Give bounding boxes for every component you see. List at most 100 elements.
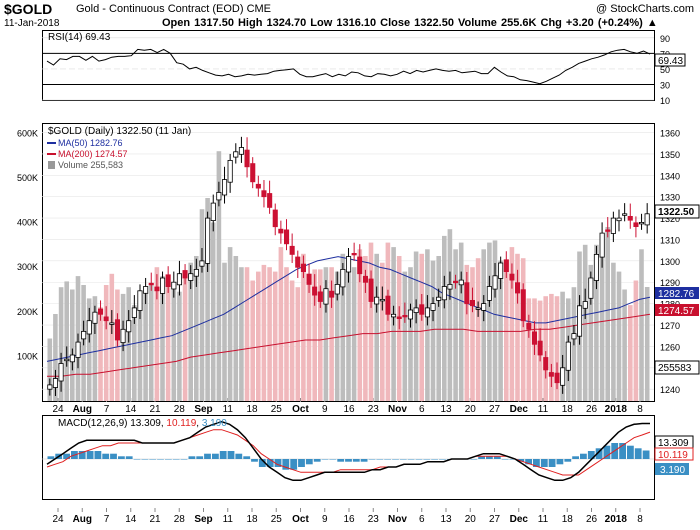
close-badge: 1322.50 bbox=[654, 204, 700, 219]
candlestick bbox=[368, 278, 374, 302]
x-tick-label: 11 bbox=[538, 404, 549, 415]
volume-bar bbox=[205, 198, 210, 401]
macd-histogram-bar bbox=[63, 453, 70, 459]
candlestick bbox=[452, 280, 459, 284]
candlestick bbox=[458, 279, 464, 286]
candlestick bbox=[103, 316, 109, 322]
candlesticks bbox=[47, 136, 650, 397]
macd-histogram-bar bbox=[251, 459, 258, 462]
volume-bar bbox=[509, 247, 515, 401]
volume-bar bbox=[622, 289, 627, 401]
x-tick-label: 8 bbox=[637, 404, 643, 415]
volume-bar bbox=[188, 262, 193, 401]
x-tick-label: 23 bbox=[368, 404, 380, 415]
macd-histogram-bar bbox=[572, 456, 579, 459]
candlestick bbox=[188, 273, 194, 281]
volume-bar bbox=[92, 296, 98, 401]
volume-bar bbox=[103, 285, 109, 401]
volume-bar bbox=[520, 258, 526, 401]
x-tick-label: 18 bbox=[246, 404, 258, 415]
quote-date: 11-Jan-2018 bbox=[4, 18, 60, 29]
x-tick-label: 18 bbox=[562, 404, 574, 415]
macd-histogram-bar bbox=[157, 459, 164, 460]
volume-bar bbox=[216, 151, 222, 401]
x-tick-label: Nov bbox=[388, 404, 407, 415]
volume-bar bbox=[323, 267, 329, 401]
macd-histogram-bar bbox=[102, 453, 110, 459]
macd-histogram-bar bbox=[642, 450, 650, 459]
watermark: @ StockCharts.com bbox=[596, 3, 694, 15]
candlestick bbox=[244, 149, 250, 168]
volume-tick-label: 100K bbox=[17, 351, 38, 361]
candlestick bbox=[283, 229, 290, 245]
volume-badge: 255583 bbox=[654, 360, 700, 375]
macd-histogram-bar bbox=[509, 459, 517, 460]
macd-histogram-bar bbox=[172, 459, 180, 460]
volume-bar bbox=[182, 276, 188, 401]
candlestick bbox=[98, 308, 104, 315]
candlestick bbox=[86, 320, 92, 335]
macd-histogram-bar bbox=[204, 453, 211, 459]
x-tick-label: 28 bbox=[174, 514, 186, 525]
ma200-line bbox=[47, 313, 651, 377]
x-tick-label: 21 bbox=[149, 404, 161, 415]
volume-bar bbox=[408, 267, 413, 401]
ma50-label: MA(50) 1282.76 bbox=[58, 138, 123, 148]
volume-bar bbox=[210, 222, 216, 401]
macd-histogram-bar bbox=[149, 459, 157, 460]
volume-bar bbox=[165, 280, 171, 401]
volume-bar bbox=[227, 247, 233, 401]
candlestick bbox=[379, 298, 385, 302]
x-tick-label: Nov bbox=[388, 514, 407, 525]
x-tick-label: Aug bbox=[73, 514, 92, 525]
macd-histogram-bar bbox=[360, 459, 368, 462]
x-tick-label: Sep bbox=[194, 514, 212, 525]
macd-histogram-bar bbox=[313, 459, 321, 462]
candlestick bbox=[644, 213, 650, 226]
x-tick-label: 2018 bbox=[605, 514, 628, 525]
candlestick bbox=[75, 341, 81, 358]
macd-histogram-bar bbox=[627, 445, 634, 459]
signal-badge: 10.119 bbox=[654, 447, 694, 461]
candlestick bbox=[64, 358, 70, 362]
x-tick-label: 18 bbox=[246, 514, 258, 525]
x-tick-label: 14 bbox=[125, 404, 137, 415]
candlestick bbox=[554, 372, 560, 384]
volume-bar bbox=[560, 291, 565, 401]
candlestick bbox=[221, 179, 228, 196]
ma50-badge: 1282.76 bbox=[655, 287, 699, 300]
candlestick bbox=[154, 286, 160, 292]
x-tick-label: 6 bbox=[419, 404, 425, 415]
macd-histogram-bar bbox=[517, 459, 525, 462]
candlestick bbox=[622, 213, 628, 216]
candlestick bbox=[295, 256, 301, 268]
x-tick-label: 16 bbox=[343, 514, 355, 525]
volume-bar bbox=[385, 242, 391, 401]
candlestick bbox=[605, 229, 611, 232]
candlestick bbox=[329, 290, 335, 298]
volume-bar bbox=[605, 227, 610, 401]
hist-badge: 3.190 bbox=[655, 463, 689, 476]
x-tick-label: 25 bbox=[271, 404, 283, 415]
macd-histogram-bar bbox=[125, 456, 133, 459]
volume-bar bbox=[554, 296, 560, 401]
candlestick bbox=[58, 363, 64, 382]
price-label: $GOLD (Daily) 1322.50 (11 Jan) bbox=[48, 126, 191, 137]
macd-histogram-bar bbox=[352, 459, 360, 462]
candlestick bbox=[300, 263, 306, 273]
volume-legend-swatch bbox=[48, 161, 55, 169]
volume-bar bbox=[644, 287, 650, 401]
axis-labels: 9070503010136013501340133013201310130012… bbox=[17, 34, 680, 525]
price-tick-label: 1260 bbox=[660, 342, 680, 352]
price-tick-label: 1350 bbox=[660, 150, 680, 160]
macd-histogram-bar bbox=[407, 459, 415, 460]
volume-bar bbox=[199, 209, 205, 401]
macd-histogram-bar bbox=[603, 445, 611, 459]
macd-histogram-bar bbox=[219, 451, 227, 459]
volume-bar bbox=[543, 296, 548, 401]
macd-histogram-bar bbox=[415, 459, 423, 460]
volume-tick-label: 300K bbox=[17, 262, 38, 272]
x-tick-label: 18 bbox=[562, 514, 574, 525]
x-tick-label: 26 bbox=[586, 514, 598, 525]
candlestick bbox=[261, 190, 267, 198]
